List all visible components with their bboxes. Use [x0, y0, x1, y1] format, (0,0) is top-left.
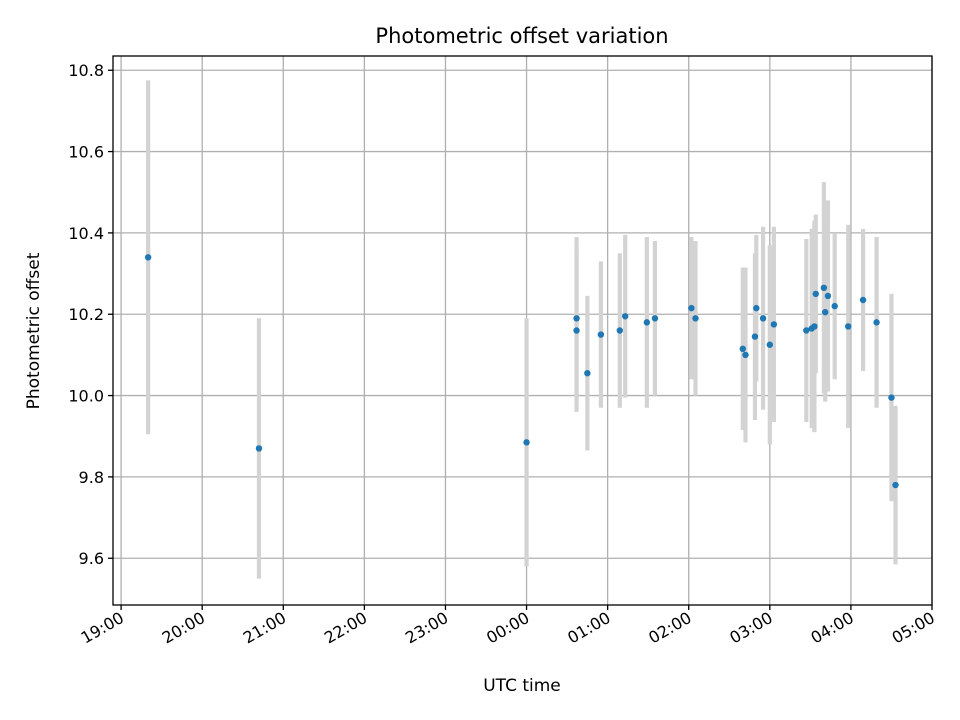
y-tick-label: 10.6	[68, 143, 104, 162]
y-tick-label: 9.8	[79, 468, 104, 487]
x-tick-label: 00:00	[483, 608, 532, 648]
x-tick-label: 05:00	[889, 608, 938, 648]
y-tick-label: 9.6	[79, 549, 104, 568]
data-point	[811, 323, 818, 330]
data-point	[573, 327, 580, 334]
error-bars	[146, 80, 898, 579]
x-tick-label: 21:00	[240, 608, 289, 648]
data-point	[692, 315, 699, 322]
data-point	[873, 319, 880, 326]
x-tick-label: 02:00	[645, 608, 694, 648]
data-point	[742, 351, 749, 359]
data-point	[144, 254, 152, 261]
data-point	[803, 327, 810, 334]
data-point	[651, 315, 659, 322]
x-axis-label: UTC time	[483, 676, 561, 696]
data-point	[888, 394, 895, 401]
data-point	[597, 331, 605, 338]
x-tick-label: 22:00	[321, 608, 370, 648]
data-point	[643, 319, 651, 326]
data-points	[144, 254, 899, 489]
data-point	[759, 315, 767, 322]
chart-title: Photometric offset variation	[375, 24, 668, 48]
y-tick-label: 10.8	[68, 61, 104, 80]
x-tick-label: 23:00	[402, 608, 451, 648]
data-point	[845, 323, 852, 330]
y-tick-label: 10.2	[68, 305, 104, 324]
data-point	[523, 439, 530, 446]
data-point	[820, 284, 828, 291]
x-tick-label: 01:00	[564, 608, 613, 648]
y-axis-label: Photometric offset	[24, 252, 44, 409]
data-point	[751, 333, 759, 340]
y-tick-label: 10.0	[68, 387, 104, 406]
x-tick-label: 19:00	[78, 608, 127, 648]
data-point	[584, 370, 591, 377]
x-tick-label: 20:00	[159, 608, 208, 648]
data-point	[688, 304, 695, 312]
data-point	[739, 345, 746, 352]
x-tick-label: 04:00	[807, 608, 856, 648]
data-point	[255, 445, 263, 452]
data-point	[831, 302, 838, 310]
data-point	[812, 290, 819, 298]
data-point	[616, 327, 624, 334]
data-point	[573, 315, 580, 322]
data-point	[770, 321, 778, 328]
data-point	[766, 341, 774, 348]
plot-frame	[112, 55, 933, 606]
data-point	[824, 292, 832, 300]
data-point	[822, 309, 829, 316]
data-point	[859, 296, 867, 304]
x-tick-label: 03:00	[726, 608, 775, 648]
y-tick-label: 10.4	[68, 224, 104, 243]
data-point	[622, 313, 629, 320]
data-point	[892, 481, 899, 489]
data-point	[753, 304, 760, 312]
